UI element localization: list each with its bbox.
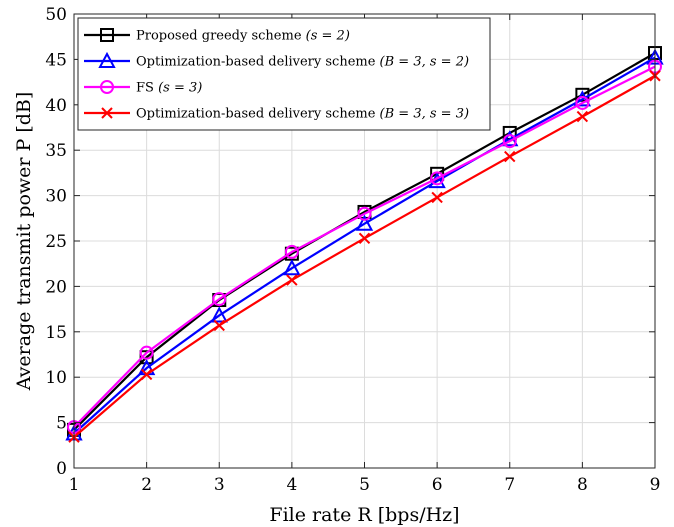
x-tick-label: 7 (504, 475, 515, 495)
x-marker-stroke (286, 274, 298, 286)
y-tick-label: 25 (45, 232, 67, 252)
series-line (73, 65, 656, 428)
x-tick-label: 9 (650, 475, 661, 495)
x-marker-stroke (504, 150, 516, 163)
x-tick-label: 8 (577, 475, 588, 495)
x-tick-label: 1 (69, 475, 80, 495)
data-point-circle (575, 95, 590, 110)
legend-entry-2: Optimization-based delivery scheme (B = … (84, 51, 469, 70)
legend-box (77, 17, 491, 131)
data-point-square (100, 28, 114, 42)
y-tick-label: 5 (56, 414, 67, 434)
x-marker-stroke (576, 110, 589, 123)
legend-entry-3: FS (s = 3) (84, 80, 202, 96)
legend-entry-1: Proposed greedy scheme (s = 2) (84, 28, 350, 44)
series-group (65, 46, 664, 443)
legend-label: Proposed greedy scheme (s = 2) (136, 29, 350, 44)
data-point-circle (100, 80, 114, 94)
y-tick-label: 0 (56, 459, 67, 479)
x-tick-label: 6 (432, 475, 443, 495)
data-point-triangle (355, 214, 374, 231)
series-line (73, 52, 656, 431)
x-tick-label: 5 (359, 475, 370, 495)
y-tick-label: 15 (45, 323, 67, 343)
data-point-x (358, 232, 371, 244)
x-axis-label: File rate R [bps/Hz] (269, 504, 459, 526)
legend-label: Optimization-based delivery scheme (B = … (136, 107, 469, 122)
y-axis-label: Average transmit power P [dB] (13, 92, 35, 392)
data-point-circle (284, 244, 299, 259)
x-tick-label: 4 (286, 475, 297, 495)
series-3 (67, 59, 662, 435)
data-point-circle (357, 206, 372, 221)
data-point-triangle (98, 51, 116, 68)
x-tick-label: 2 (141, 475, 152, 495)
data-point-circle (212, 292, 227, 307)
x-tick-label: 3 (214, 475, 225, 495)
data-point-x (101, 107, 113, 119)
legend-label: Optimization-based delivery scheme (B = … (136, 55, 469, 70)
x-marker-stroke (358, 232, 371, 244)
legend-label: FS (s = 3) (136, 81, 202, 96)
data-point-x (431, 191, 443, 204)
x-marker-stroke (140, 368, 153, 381)
x-marker-stroke (431, 191, 443, 204)
x-marker-stroke (101, 107, 113, 119)
series-line (73, 56, 656, 435)
data-point-triangle (283, 259, 301, 276)
y-tick-label: 50 (45, 5, 67, 25)
x-marker-stroke (213, 319, 225, 332)
data-point-x (213, 319, 225, 332)
y-tick-label: 35 (45, 141, 67, 161)
y-tick-label: 20 (45, 277, 67, 297)
data-point-x (576, 110, 589, 123)
y-tick-label: 45 (45, 50, 67, 70)
data-point-x (286, 274, 298, 286)
data-point-circle (502, 134, 517, 149)
legend: Proposed greedy scheme (s = 2) Optimizati… (77, 17, 491, 131)
data-point-x (140, 368, 153, 381)
data-point-triangle (210, 306, 228, 323)
data-point-circle (430, 171, 445, 186)
data-point-x (504, 150, 516, 163)
data-point-circle (139, 345, 154, 360)
y-tick-label: 40 (45, 96, 67, 116)
legend-entry-4: Optimization-based delivery scheme (B = … (84, 107, 469, 122)
y-tick-label: 10 (45, 368, 67, 388)
y-tick-label: 30 (45, 187, 67, 207)
